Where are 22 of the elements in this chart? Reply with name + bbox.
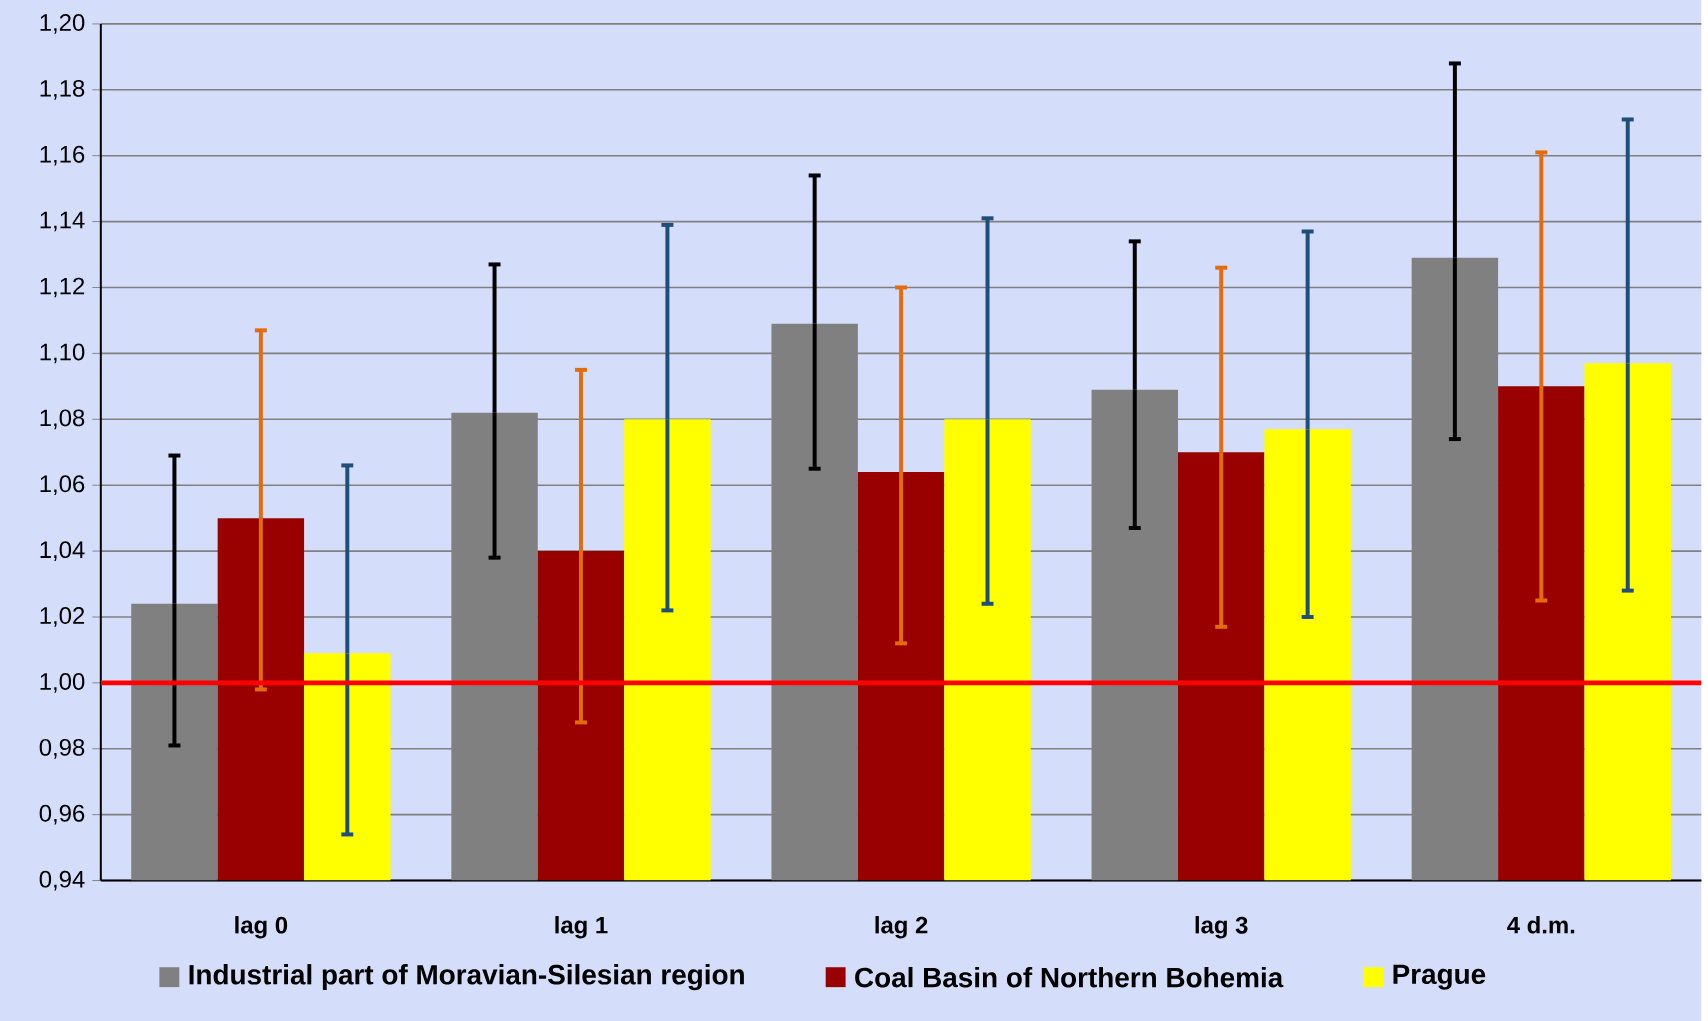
legend-label: Industrial part of Moravian-Silesian region xyxy=(189,964,744,991)
y-tick-label: 1,06 xyxy=(40,475,85,496)
y-tick-label: 1,14 xyxy=(40,211,85,232)
y-tick-label: 1,18 xyxy=(40,79,85,100)
y-tick-label: 1,00 xyxy=(40,673,85,693)
x-tick-label: lag 1 xyxy=(555,916,608,939)
y-tick-label: 0,94 xyxy=(39,870,85,891)
x-tick-label: lag 3 xyxy=(1195,916,1248,939)
x-tick-label: lag 2 xyxy=(875,916,928,939)
x-tick-label: 4 d.m. xyxy=(1507,916,1575,934)
y-tick-label: 1,02 xyxy=(40,607,85,627)
y-tick-label: 1,16 xyxy=(40,145,85,166)
x-tick-label: lag 0 xyxy=(235,916,288,939)
y-tick-label: 1,04 xyxy=(40,541,85,561)
legend-label: Prague xyxy=(1393,964,1486,990)
y-tick-label: 0,96 xyxy=(39,804,85,825)
legend-label: Coal Basin of Northern Bohemia xyxy=(855,966,1284,988)
y-tick-label: 1,08 xyxy=(40,409,85,430)
y-tick-label: 1,10 xyxy=(40,343,85,364)
y-tick-label: 0,98 xyxy=(39,738,85,759)
y-tick-label: 1,20 xyxy=(40,14,85,34)
y-tick-label: 1,12 xyxy=(40,277,85,298)
